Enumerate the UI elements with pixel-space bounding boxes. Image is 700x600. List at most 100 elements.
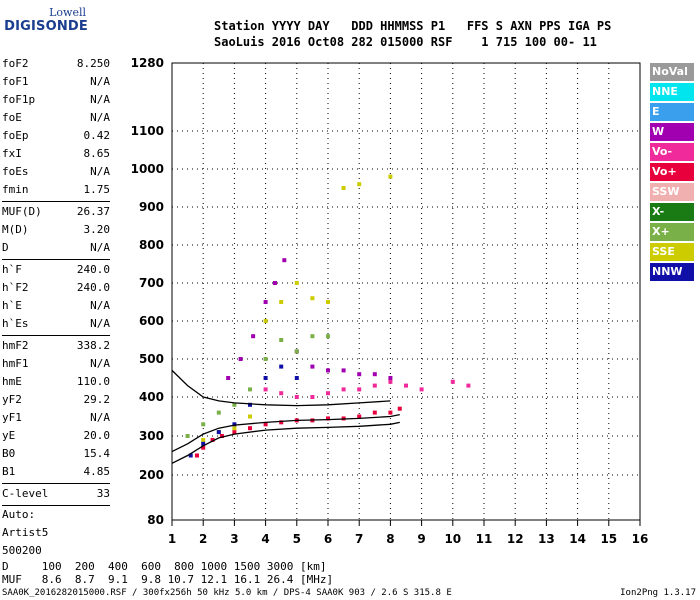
echo-point <box>210 437 215 442</box>
x-tick-label: 11 <box>476 532 493 546</box>
x-tick-label: 9 <box>417 532 425 546</box>
echo-point <box>326 334 330 339</box>
muf-table: D 100 200 400 600 800 1000 1500 3000 [km… <box>2 560 333 586</box>
parameter-panel: foF2 8.250 foF1 N/A foF1p N/A foE N/A foEp 0.42 fx… <box>2 55 110 561</box>
x-tick-label: 15 <box>600 532 617 546</box>
param-value: N/A <box>90 165 110 178</box>
param-row: hmF1 N/A <box>2 355 110 373</box>
legend-item: SSE <box>650 243 694 261</box>
header-values-line: SaoLuis 2016 Oct08 282 015000 RSF 1 715 … <box>214 35 597 49</box>
echo-point <box>232 426 237 431</box>
x-tick-label: 10 <box>444 532 461 546</box>
legend-item: Vo- <box>650 143 694 161</box>
param-value: N/A <box>90 93 110 106</box>
logo-line-1: Lowell <box>49 6 86 19</box>
panel-divider <box>2 483 110 484</box>
param-row: fxI 8.65 <box>2 145 110 163</box>
auto-scaling-line: Artist5 <box>2 526 49 539</box>
echo-point <box>357 414 362 419</box>
y-tick-label: 400 <box>139 390 164 404</box>
param-row: h`E N/A <box>2 297 110 315</box>
param-name: yE <box>2 429 16 442</box>
param-name: foE <box>2 111 22 124</box>
panel-divider <box>2 259 110 260</box>
param-value: 3.20 <box>83 223 111 236</box>
legend: NoVal NNE E W Vo- Vo+ SSW X- X+ SSE NNW <box>650 63 694 283</box>
param-row: hmF2 338.2 <box>2 337 110 355</box>
echo-point <box>248 402 252 407</box>
param-name: h`Es <box>2 317 29 330</box>
param-value: 240.0 <box>76 281 110 294</box>
legend-item: SSW <box>650 183 694 201</box>
y-tick-label: 900 <box>139 200 164 214</box>
echo-point <box>372 410 377 415</box>
echo-point <box>310 395 315 399</box>
echo-point <box>341 368 346 373</box>
param-row: D N/A <box>2 239 110 257</box>
echo-point <box>372 383 377 388</box>
station-header: Station YYYY DAY DDD HHMMSS P1 FFS S AXN… <box>214 18 611 50</box>
param-value: 4.85 <box>83 465 111 478</box>
file-info: SAA0K_2016282015000.RSF / 300fx256h 50 k… <box>2 588 452 598</box>
param-row: foE N/A <box>2 109 110 127</box>
y-tick-label: 1280 <box>131 56 164 70</box>
param-row: MUF(D) 26.37 <box>2 203 110 221</box>
echo-point <box>201 422 206 427</box>
version-label: Ion2Png 1.3.17 <box>620 588 696 598</box>
param-value: N/A <box>90 317 110 330</box>
param-row: foEp 0.42 <box>2 127 110 145</box>
echo-point <box>248 387 252 392</box>
echo-point <box>341 186 346 190</box>
param-name: foF1 <box>2 75 29 88</box>
param-row: foEs N/A <box>2 163 110 181</box>
x-tick-label: 2 <box>199 532 207 546</box>
echo-point <box>279 420 284 425</box>
echo-point <box>263 376 268 380</box>
echo-point <box>294 395 299 399</box>
echo-point <box>216 430 221 435</box>
y-tick-label: 1100 <box>131 124 164 138</box>
echo-point <box>294 376 299 380</box>
y-tick-label: 200 <box>139 468 164 482</box>
echo-point <box>248 426 252 431</box>
param-name: MUF(D) <box>2 205 42 218</box>
echo-point <box>251 334 256 339</box>
param-name: hmF1 <box>2 357 29 370</box>
param-name: D <box>2 241 9 254</box>
legend-item: NNE <box>650 83 694 101</box>
param-name: M(D) <box>2 223 29 236</box>
x-tick-label: 14 <box>569 532 586 546</box>
logo-line-2: DIGISONDE <box>4 19 88 34</box>
panel-divider <box>2 505 110 506</box>
param-row: C-level 33 <box>2 485 110 503</box>
echo-point <box>238 357 243 361</box>
echo-point <box>326 416 330 421</box>
echo-point <box>201 445 206 450</box>
panel-divider <box>2 201 110 202</box>
param-value: 110.0 <box>76 375 110 388</box>
echo-point <box>388 410 393 415</box>
param-name: yF2 <box>2 393 22 406</box>
echo-point <box>294 281 299 285</box>
param-value: 8.250 <box>76 57 110 70</box>
param-name: fmin <box>2 183 29 196</box>
param-row: B1 4.85 <box>2 463 110 481</box>
param-row: yF1 N/A <box>2 409 110 427</box>
param-value: 8.65 <box>83 147 111 160</box>
param-row: yF2 29.2 <box>2 391 110 409</box>
profile-curve <box>171 413 400 453</box>
legend-item: NoVal <box>650 63 694 81</box>
param-name: foF1p <box>2 93 36 106</box>
echo-point <box>466 383 471 388</box>
echo-point <box>397 406 402 411</box>
param-name: hmE <box>2 375 22 388</box>
param-value: N/A <box>90 75 110 88</box>
echo-point <box>357 387 362 392</box>
auto-scaling-line: 500200 <box>2 544 42 557</box>
param-value: N/A <box>90 299 110 312</box>
param-row: fmin 1.75 <box>2 181 110 199</box>
param-value: 29.2 <box>83 393 111 406</box>
echo-point <box>294 349 299 354</box>
param-name: B1 <box>2 465 16 478</box>
